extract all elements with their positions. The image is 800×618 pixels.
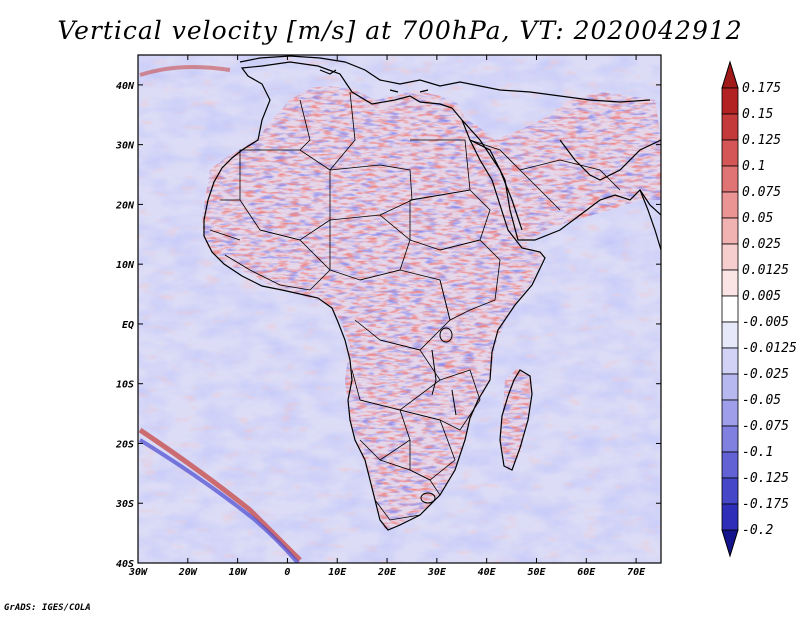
colorbar-swatch xyxy=(721,269,739,297)
lat-tick-label: 20S xyxy=(115,439,134,450)
lake-tanganyika xyxy=(431,349,437,396)
colorbar-label: 0.15 xyxy=(742,107,773,122)
colorbar-swatch xyxy=(721,347,739,375)
lat-tick-label: 30S xyxy=(115,499,134,510)
lat-tick-label: EQ xyxy=(122,320,134,331)
lon-tick-label: 70E xyxy=(627,567,646,578)
lon-tick-label: 40E xyxy=(478,567,497,578)
lon-tick-label: 20W xyxy=(178,567,198,578)
gulf-coast xyxy=(559,139,661,181)
coastlines xyxy=(203,55,661,531)
lat-tick-label: 40S xyxy=(116,559,134,570)
colorbar-swatch xyxy=(721,477,739,505)
lon-tick-label: 20E xyxy=(377,567,397,578)
colorbar-top-arrow xyxy=(721,60,739,89)
colorbar-label: -0.175 xyxy=(742,497,789,512)
colorbar-label: -0.0125 xyxy=(742,341,797,356)
colorbar-swatch xyxy=(721,243,739,271)
colorbar-label: 0.05 xyxy=(742,211,773,226)
lon-tick-label: 60E xyxy=(577,567,596,578)
colorbar-label: 0.125 xyxy=(742,133,781,148)
colorbar-label: -0.075 xyxy=(742,419,789,434)
credit-text: GrADS: IGES/COLA xyxy=(4,603,91,613)
lon-tick-label: 50E xyxy=(527,567,546,578)
colorbar-bottom-arrow xyxy=(721,529,739,558)
colorbar-swatch xyxy=(721,451,739,479)
lon-tick-label: 30E xyxy=(427,567,447,578)
colorbar-label: 0.175 xyxy=(742,81,781,96)
lat-tick-label: 40N xyxy=(116,81,135,92)
colorbar-label: -0.125 xyxy=(742,471,789,486)
colorbar-label: -0.005 xyxy=(742,315,789,330)
colorbar-swatch xyxy=(721,399,739,427)
colorbar: 0.175 0.15 0.125 0.1 0.075 0.05 0.025 0.0125 0.0… xyxy=(721,60,797,558)
lat-tick-label: 20N xyxy=(115,200,135,211)
colorbar-label: -0.1 xyxy=(742,445,773,460)
lat-tick-label: 30N xyxy=(115,141,135,152)
africa-coastline xyxy=(203,61,546,531)
colorbar-swatch xyxy=(721,165,739,193)
madagascar-coastline xyxy=(499,369,533,471)
lon-tick-label: 30W xyxy=(128,567,148,578)
colorbar-swatch xyxy=(721,373,739,401)
frontal-band-ascent xyxy=(138,427,302,562)
colorbar-swatch xyxy=(721,217,739,245)
europe-coast xyxy=(239,55,651,103)
colorbar-swatch xyxy=(721,503,739,531)
colorbar-swatch xyxy=(721,113,739,141)
colorbar-label: -0.05 xyxy=(742,393,781,408)
red-sea-coast xyxy=(461,119,523,231)
northern-band xyxy=(139,64,231,77)
colorbar-swatch xyxy=(721,87,739,115)
colorbar-swatch xyxy=(721,139,739,167)
frontal-band-descent xyxy=(138,438,300,563)
map-frame xyxy=(137,54,662,564)
colorbar-label: 0.025 xyxy=(742,237,781,252)
country-borders xyxy=(209,91,621,521)
lesotho-outline xyxy=(420,492,436,504)
colorbar-swatch xyxy=(721,321,739,349)
lon-tick-label: 10E xyxy=(328,567,347,578)
map-panel xyxy=(138,55,661,563)
colorbar-swatch xyxy=(721,425,739,453)
colorbar-label: -0.2 xyxy=(742,523,773,538)
colorbar-label: 0.1 xyxy=(742,159,765,174)
colorbar-label: -0.025 xyxy=(742,367,789,382)
colorbar-label: 0.0125 xyxy=(742,263,789,278)
chart-title: Vertical velocity [m/s] at 700hPa, VT: 2… xyxy=(57,16,743,45)
india-coast xyxy=(639,189,661,251)
lat-tick-label: 10S xyxy=(116,380,134,391)
lat-tick-label: 10N xyxy=(116,260,135,271)
colorbar-swatch xyxy=(721,295,739,323)
mediterranean-islands xyxy=(319,69,429,93)
colorbar-swatch xyxy=(721,191,739,219)
lakes xyxy=(420,327,457,504)
lon-tick-label: 0 xyxy=(284,567,290,578)
colorbar-label: 0.005 xyxy=(742,289,781,304)
colorbar-label: 0.075 xyxy=(742,185,781,200)
lon-tick-label: 10W xyxy=(229,567,248,578)
axis-ticks: 30W 20W 10W 0 10E 20E 30E 40E 50E 60E 70E 40N 30N 20N… xyxy=(115,55,661,578)
lake-malawi xyxy=(451,389,457,416)
lake-victoria xyxy=(439,327,453,343)
